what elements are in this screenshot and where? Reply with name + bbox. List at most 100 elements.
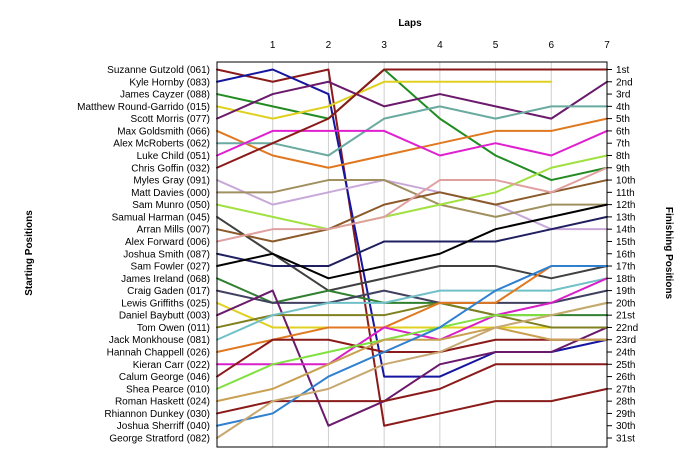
finishing-label: 12th: [616, 200, 635, 211]
series-line-9: [216, 68, 608, 169]
finishing-label: 17th: [616, 262, 635, 273]
series-line-2: [216, 68, 608, 378]
x-tick-labels: 1 2 3 4 5 6 7: [270, 40, 610, 51]
starting-label: Joshua Smith (087): [123, 249, 210, 260]
x-tick-label: 5: [493, 40, 499, 51]
starting-label: Samual Harman (045): [112, 212, 210, 223]
series-line-15: [216, 166, 608, 243]
series-line-5: [216, 80, 608, 120]
starting-label: Daniel Baybutt (003): [119, 311, 210, 322]
finishing-label: 25th: [616, 360, 635, 371]
starting-label: Suzanne Gutzold (061): [107, 65, 210, 76]
finishing-label: 7th: [616, 139, 630, 150]
starting-label: Kyle Hornby (083): [129, 77, 210, 88]
starting-label: Joshua Sherriff (040): [117, 421, 210, 432]
series-line-29: [216, 363, 608, 415]
starting-label: Max Goldsmith (066): [117, 126, 210, 137]
starting-label: Lewis Griffiths (025): [121, 298, 210, 309]
finishing-label: 26th: [616, 372, 635, 383]
finishing-label: 22nd: [616, 323, 638, 334]
finishing-label: 9th: [616, 163, 630, 174]
finishing-label: 4th: [616, 102, 630, 113]
series-line-26: [216, 338, 608, 378]
series-line-22: [216, 301, 608, 329]
plot-frame: [216, 61, 608, 448]
series-line-1: [216, 68, 608, 427]
starting-label: Calum George (046): [119, 372, 210, 383]
finishing-label: 14th: [616, 225, 635, 236]
series-line-10: [216, 179, 608, 231]
starting-label: Hannah Chappell (026): [107, 348, 210, 359]
starting-label: Roman Haskett (024): [115, 397, 210, 408]
starting-label: Alex McRoberts (062): [113, 139, 210, 150]
series-line-11: [216, 179, 608, 218]
left-axis-title: Starting Positions: [24, 210, 35, 296]
finishing-label: 20th: [616, 298, 635, 309]
series-line-16: [216, 215, 608, 268]
finishing-label: 3rd: [616, 90, 630, 101]
starting-labels: Suzanne Gutzold (061)Kyle Hornby (083) Ja…: [77, 65, 210, 445]
finishing-label: 16th: [616, 249, 635, 260]
finishing-label: 24th: [616, 348, 635, 359]
x-tick-label: 3: [381, 40, 387, 51]
starting-label: James Ireland (068): [121, 274, 210, 285]
right-axis-title: Finishing Positions: [663, 207, 674, 300]
starting-label: Craig Gaden (017): [127, 286, 210, 297]
finishing-label: 27th: [616, 384, 635, 395]
series-line-30: [216, 265, 608, 427]
finishing-label: 30th: [616, 421, 635, 432]
x-tick-label: 7: [604, 40, 610, 51]
starting-label: Sam Fowler (027): [131, 262, 210, 273]
series-line-20: [216, 301, 608, 329]
series-line-4: [216, 80, 553, 120]
starting-label: George Stratford (082): [109, 434, 210, 445]
finishing-labels: 1st2nd3rd4th5th6th7th8th9th10th11th12th1…: [607, 65, 638, 445]
finishing-label: 5th: [616, 114, 630, 125]
finishing-label: 21st: [616, 311, 635, 322]
x-tick-label: 4: [437, 40, 443, 51]
x-tick-label: 2: [326, 40, 332, 51]
starting-label: Kieran Carr (022): [133, 360, 210, 371]
series-line-3: [216, 68, 608, 182]
series-line-7: [216, 105, 608, 157]
starting-label: Jack Monkhouse (081): [109, 335, 210, 346]
gridlines: [272, 62, 552, 447]
finishing-label: 2nd: [616, 77, 633, 88]
series-line-23: [216, 277, 608, 341]
starting-label: Tom Owen (011): [137, 323, 210, 334]
starting-label: James Cayzer (088): [120, 90, 210, 101]
finishing-label: 31st: [616, 434, 635, 445]
series-line-27: [216, 301, 608, 390]
finishing-label: 19th: [616, 286, 635, 297]
finishing-label: 10th: [616, 176, 635, 187]
series-line-17: [216, 203, 608, 280]
starting-label: Matthew Round-Garrido (015): [77, 102, 210, 113]
starting-label: Matt Davies (000): [131, 188, 210, 199]
x-axis-title: Laps: [398, 18, 422, 29]
finishing-label: 23rd: [616, 335, 636, 346]
finishing-label: 6th: [616, 126, 630, 137]
starting-label: Alex Forward (006): [125, 237, 210, 248]
finishing-label: 11th: [616, 188, 635, 199]
series-group: [216, 68, 608, 439]
starting-label: Chris Goffin (032): [131, 163, 210, 174]
starting-label: Shea Pearce (010): [126, 384, 210, 395]
finishing-label: 13th: [616, 212, 635, 223]
series-line-13: [216, 215, 608, 292]
starting-label: Rhiannon Dunkey (030): [104, 409, 210, 420]
series-line-24: [216, 265, 608, 354]
x-tick-label: 6: [549, 40, 555, 51]
starting-label: Sam Munro (050): [132, 200, 210, 211]
starting-label: Myles Gray (091): [133, 176, 210, 187]
series-line-12: [216, 154, 608, 231]
finishing-label: 28th: [616, 397, 635, 408]
starting-label: Scott Morris (077): [131, 114, 210, 125]
series-line-8: [216, 129, 608, 157]
finishing-label: 1st: [616, 65, 630, 76]
finishing-label: 29th: [616, 409, 635, 420]
finishing-label: 18th: [616, 274, 635, 285]
starting-label: Luke Child (051): [137, 151, 210, 162]
series-line-31: [216, 301, 608, 439]
x-tick-label: 1: [270, 40, 276, 51]
